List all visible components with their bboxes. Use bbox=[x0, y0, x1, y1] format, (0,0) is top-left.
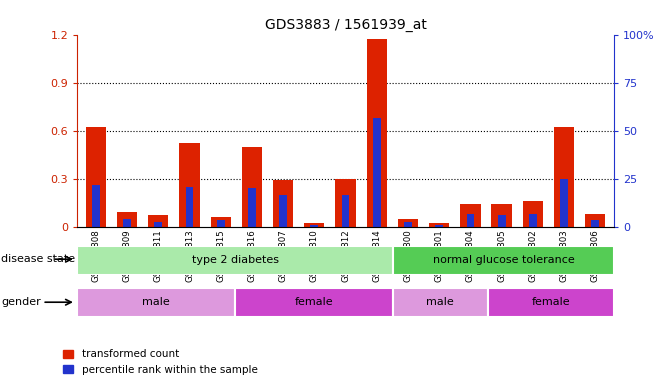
Bar bbox=[279, 195, 287, 227]
Text: female: female bbox=[531, 297, 570, 308]
Bar bbox=[560, 179, 568, 227]
Bar bbox=[86, 127, 106, 227]
Bar bbox=[242, 147, 262, 227]
Bar bbox=[311, 225, 318, 227]
Text: gender: gender bbox=[1, 297, 41, 307]
Bar bbox=[373, 118, 380, 227]
Bar bbox=[488, 288, 614, 317]
Bar bbox=[235, 288, 393, 317]
Bar bbox=[179, 143, 200, 227]
Text: male: male bbox=[426, 297, 454, 308]
Bar bbox=[336, 179, 356, 227]
Bar bbox=[460, 204, 480, 227]
Bar bbox=[211, 217, 231, 227]
Text: type 2 diabetes: type 2 diabetes bbox=[191, 255, 278, 265]
Bar bbox=[273, 180, 293, 227]
Bar bbox=[498, 215, 505, 227]
Bar bbox=[77, 288, 235, 317]
Bar bbox=[585, 214, 605, 227]
Bar bbox=[248, 188, 256, 227]
Text: male: male bbox=[142, 297, 170, 308]
Bar bbox=[342, 195, 350, 227]
Bar bbox=[154, 222, 162, 227]
Bar bbox=[117, 212, 138, 227]
Bar bbox=[77, 246, 393, 275]
Bar bbox=[398, 218, 418, 227]
Bar bbox=[148, 215, 168, 227]
Text: disease state: disease state bbox=[1, 254, 75, 264]
Bar bbox=[466, 214, 474, 227]
Bar bbox=[435, 225, 443, 227]
Legend: transformed count, percentile rank within the sample: transformed count, percentile rank withi… bbox=[59, 345, 262, 379]
Bar bbox=[554, 127, 574, 227]
Bar bbox=[186, 187, 193, 227]
Bar bbox=[523, 201, 543, 227]
Bar bbox=[529, 214, 537, 227]
Bar bbox=[366, 40, 387, 227]
Bar bbox=[393, 288, 488, 317]
Text: normal glucose tolerance: normal glucose tolerance bbox=[433, 255, 574, 265]
Bar bbox=[491, 204, 512, 227]
Bar bbox=[404, 222, 412, 227]
Bar bbox=[123, 218, 131, 227]
Title: GDS3883 / 1561939_at: GDS3883 / 1561939_at bbox=[264, 18, 427, 32]
Bar bbox=[591, 220, 599, 227]
Bar bbox=[217, 220, 225, 227]
Bar bbox=[92, 185, 100, 227]
Bar bbox=[393, 246, 614, 275]
Bar bbox=[304, 223, 325, 227]
Bar bbox=[429, 223, 450, 227]
Text: female: female bbox=[295, 297, 333, 308]
